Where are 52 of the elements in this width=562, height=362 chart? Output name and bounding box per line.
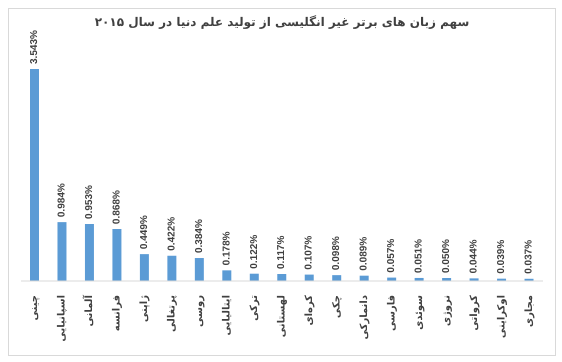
data-label: 0.044% <box>468 239 480 274</box>
x-tick-label: کره‌ای <box>304 294 315 326</box>
data-label: 0.984% <box>56 183 68 218</box>
data-label: 0.117% <box>276 236 288 269</box>
data-label: 0.122% <box>248 234 260 269</box>
x-tick-label: ژاپنی <box>139 294 150 322</box>
x-tick-label: ترکی <box>249 294 260 321</box>
x-tick-label: لهستانی <box>276 295 288 338</box>
data-label: 0.384% <box>194 219 205 254</box>
bar <box>57 222 66 281</box>
x-tick-label: نروژی <box>441 295 452 326</box>
x-tick-label: سوئدی <box>414 294 425 330</box>
chart-title: سهم زبان های برتر غیر انگلیسی از تولید علم دنیا در سال ۲۰۱۵ <box>94 15 470 29</box>
bar <box>140 254 149 281</box>
bar <box>30 69 39 281</box>
bar <box>332 275 342 281</box>
data-label: 0.050% <box>441 238 452 274</box>
x-tick-label: چکی <box>331 295 342 318</box>
bar <box>304 274 314 281</box>
bar <box>360 276 369 281</box>
bar <box>277 274 286 281</box>
x-tick-label: پرتغالی <box>166 294 178 332</box>
data-label: 0.868% <box>111 190 122 224</box>
x-tick-label: چینی <box>29 295 40 320</box>
data-label: 0.953% <box>84 184 95 219</box>
x-tick-label: فرانسه <box>112 295 123 332</box>
x-tick-label: آلمانی <box>82 294 96 327</box>
x-tick-label: کرواتی <box>468 294 480 331</box>
data-label: 0.037% <box>524 240 535 274</box>
data-label: 0.089% <box>358 236 370 271</box>
bar <box>250 274 259 281</box>
data-label: 0.098% <box>331 236 342 270</box>
data-label: 0.449% <box>138 215 150 250</box>
x-tick-label: اسپانیایی <box>56 295 68 342</box>
bar <box>222 270 232 281</box>
data-label: 0.178% <box>221 231 232 266</box>
data-label: 0.039% <box>496 240 508 274</box>
bar <box>194 258 204 281</box>
x-tick-label: مجاری <box>524 295 535 328</box>
data-label: 0.051% <box>414 238 425 273</box>
data-label: 0.057% <box>386 238 398 273</box>
x-tick-label: دانمارکی <box>358 295 370 340</box>
x-tick-label: اوکراینی <box>496 295 508 338</box>
x-tick-label: روسی <box>194 294 206 327</box>
data-label: 3.543% <box>29 30 40 64</box>
bar <box>167 256 176 281</box>
bar <box>112 229 122 281</box>
bar <box>84 224 94 281</box>
data-label: 0.107% <box>304 236 315 270</box>
data-label: 0.422% <box>166 216 178 251</box>
x-tick-label: فارسی <box>386 295 398 332</box>
x-tick-label: ایتالیایی <box>222 295 233 336</box>
